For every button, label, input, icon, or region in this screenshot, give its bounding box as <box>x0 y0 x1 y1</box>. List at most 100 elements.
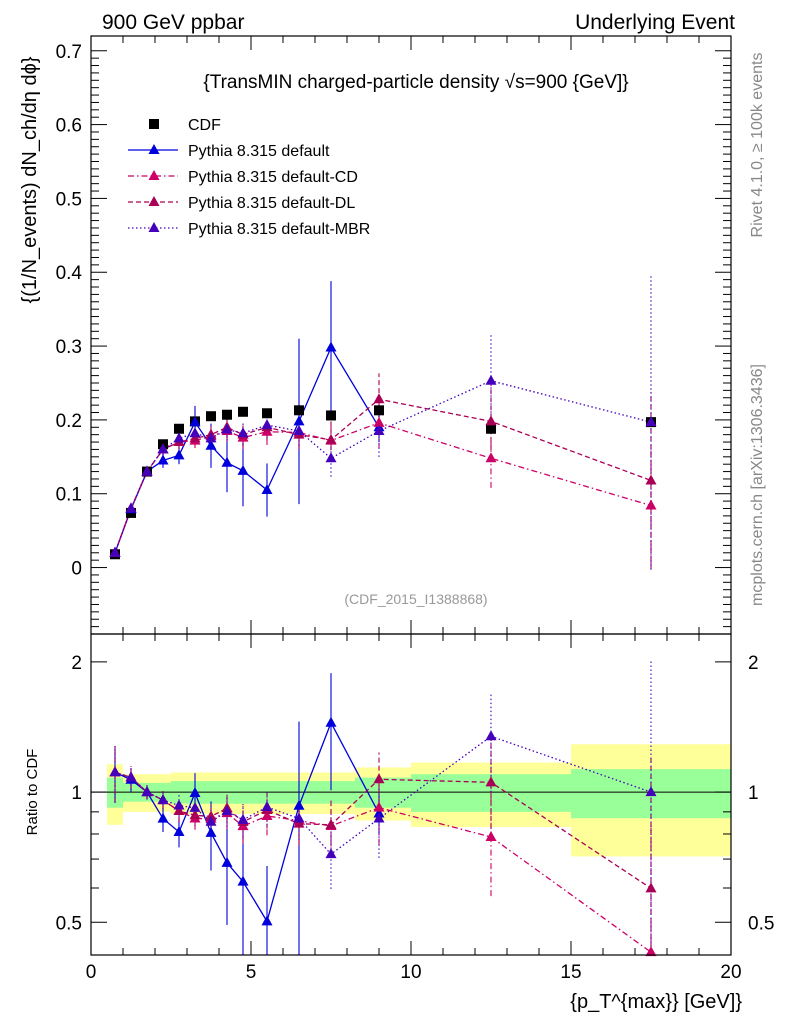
cdf-point <box>238 406 248 417</box>
series-point <box>157 454 169 465</box>
series-point-ratio <box>293 812 305 823</box>
series-point <box>173 432 185 443</box>
series-point-ratio <box>293 817 305 828</box>
cdf-point <box>222 409 232 420</box>
series-point-ratio <box>157 812 169 823</box>
axis-ticks: 0 5 10 15 20 0 0.1 0.2 0.3 0.4 0.5 0.6 0.7 0.5 0.5 1 1 2 2 <box>56 36 774 983</box>
legend-marker <box>148 144 160 154</box>
legend-marker <box>148 196 160 206</box>
cdf-point <box>174 423 184 434</box>
cdf-point <box>326 410 336 421</box>
series-point <box>189 416 201 427</box>
series-point-ratio <box>325 848 337 859</box>
series-point <box>205 432 217 443</box>
series-point-ratio <box>189 801 201 812</box>
series-point-ratio <box>325 818 337 829</box>
series-point <box>645 499 657 510</box>
x-tick-label: 5 <box>246 962 257 983</box>
series-point <box>189 427 201 438</box>
series-point-ratio <box>261 915 273 926</box>
x-tick-label: 20 <box>720 962 741 983</box>
series-point-ratio <box>205 815 217 826</box>
series-point-ratio <box>373 773 385 784</box>
series-point <box>237 427 249 438</box>
cdf-point <box>262 408 272 419</box>
y-tick-label: 0.4 <box>56 263 83 284</box>
ratio-tick-label: 1 <box>748 783 759 804</box>
series-point <box>373 424 385 435</box>
series-point <box>373 393 385 404</box>
series-point <box>485 374 497 385</box>
series-point <box>125 502 137 513</box>
series-point-ratio <box>189 787 201 798</box>
y-tick-label: 0.5 <box>56 189 82 210</box>
series-point-ratio <box>141 786 153 797</box>
series-point-ratio <box>325 716 337 727</box>
series-point-ratio <box>261 809 273 820</box>
series-point-ratio <box>645 786 657 797</box>
series-point-ratio <box>125 771 137 782</box>
y-tick-label: 0.2 <box>56 411 82 432</box>
series-point <box>485 452 497 463</box>
series-point <box>373 416 385 427</box>
series-errors <box>114 274 652 955</box>
series-point <box>109 546 121 557</box>
legend: CDF Pythia 8.315 default Pythia 8.315 defa… <box>128 117 370 238</box>
series-point-ratio <box>173 825 185 836</box>
series-point-ratio <box>373 801 385 812</box>
series-point-ratio <box>293 799 305 810</box>
series-point-ratio <box>237 813 249 824</box>
legend-marker <box>149 119 159 129</box>
analysis-tag: (CDF_2015_I1388868) <box>344 591 487 607</box>
series-point-ratio <box>173 799 185 810</box>
y-tick-label: 0.7 <box>56 42 82 63</box>
legend-label: Pythia 8.315 default-DL <box>188 195 355 212</box>
series-point-ratio <box>189 809 201 820</box>
series-point <box>261 419 273 430</box>
series-point-ratio <box>205 810 217 821</box>
series-point <box>485 415 497 426</box>
y-tick-label: 0.1 <box>56 485 82 506</box>
series-point <box>261 484 273 495</box>
legend-marker <box>148 170 160 180</box>
series-point-ratio <box>485 730 497 741</box>
series-point-ratio <box>373 812 385 823</box>
cdf-point <box>374 405 384 416</box>
x-axis-label: {p_T^{max}} [GeV]} <box>570 991 742 1013</box>
ratio-tick-label: 0.5 <box>748 913 774 934</box>
series-point-ratio <box>173 804 185 815</box>
series-point-ratio <box>485 830 497 841</box>
x-tick-label: 0 <box>86 962 97 983</box>
legend-marker <box>148 222 160 232</box>
series-line-ratio <box>114 735 652 856</box>
series-point <box>645 474 657 485</box>
y-tick-label: 0.6 <box>56 116 82 137</box>
ratio-tick-label: 0.5 <box>56 913 82 934</box>
y-axis-label-ratio: Ratio to CDF <box>24 749 41 836</box>
series-point <box>173 449 185 460</box>
series-point <box>293 415 305 426</box>
legend-label: Pythia 8.315 default-MBR <box>188 221 370 238</box>
series-point <box>325 433 337 444</box>
ratio-tick-label: 1 <box>71 783 82 804</box>
series-point <box>221 456 233 467</box>
series-point <box>141 465 153 476</box>
ratio-tick-label: 2 <box>748 653 759 674</box>
y-tick-label: 0 <box>71 559 82 580</box>
series-markers <box>109 341 657 957</box>
legend-label: CDF <box>188 117 221 134</box>
series-line-main <box>114 346 380 554</box>
series-point <box>237 464 249 475</box>
series-point <box>325 341 337 352</box>
series-point <box>293 424 305 435</box>
series-point <box>221 423 233 434</box>
rivet-label: Rivet 4.1.0, ≥ 100k events <box>749 53 766 238</box>
series-point-ratio <box>261 801 273 812</box>
cdf-point <box>294 405 304 416</box>
series-point-ratio <box>109 766 121 777</box>
series-point-ratio <box>645 946 657 957</box>
series-point-ratio <box>221 856 233 867</box>
series-line-main <box>114 380 652 554</box>
legend-label: Pythia 8.315 default-CD <box>188 169 358 186</box>
